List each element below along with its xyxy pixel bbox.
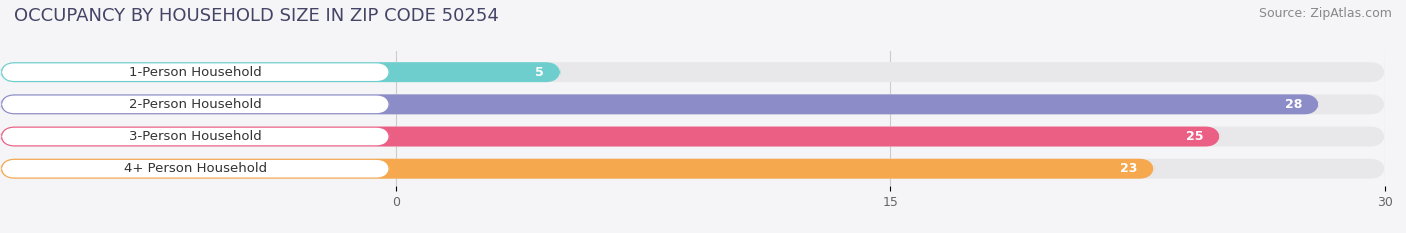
Text: 25: 25: [1187, 130, 1204, 143]
Text: 5: 5: [536, 66, 544, 79]
FancyBboxPatch shape: [0, 159, 1154, 179]
Text: OCCUPANCY BY HOUSEHOLD SIZE IN ZIP CODE 50254: OCCUPANCY BY HOUSEHOLD SIZE IN ZIP CODE …: [14, 7, 499, 25]
Text: 1-Person Household: 1-Person Household: [129, 66, 262, 79]
Text: 3-Person Household: 3-Person Household: [129, 130, 262, 143]
FancyBboxPatch shape: [0, 62, 561, 82]
FancyBboxPatch shape: [0, 94, 1385, 114]
FancyBboxPatch shape: [0, 127, 1385, 147]
FancyBboxPatch shape: [0, 159, 1385, 179]
FancyBboxPatch shape: [1, 128, 389, 145]
FancyBboxPatch shape: [0, 62, 1385, 82]
FancyBboxPatch shape: [0, 127, 1220, 147]
FancyBboxPatch shape: [1, 63, 389, 81]
Text: 4+ Person Household: 4+ Person Household: [124, 162, 267, 175]
FancyBboxPatch shape: [1, 96, 389, 113]
Text: 23: 23: [1121, 162, 1137, 175]
FancyBboxPatch shape: [0, 94, 1319, 114]
Text: Source: ZipAtlas.com: Source: ZipAtlas.com: [1258, 7, 1392, 20]
Text: 28: 28: [1285, 98, 1302, 111]
Text: 2-Person Household: 2-Person Household: [129, 98, 262, 111]
FancyBboxPatch shape: [1, 160, 389, 178]
